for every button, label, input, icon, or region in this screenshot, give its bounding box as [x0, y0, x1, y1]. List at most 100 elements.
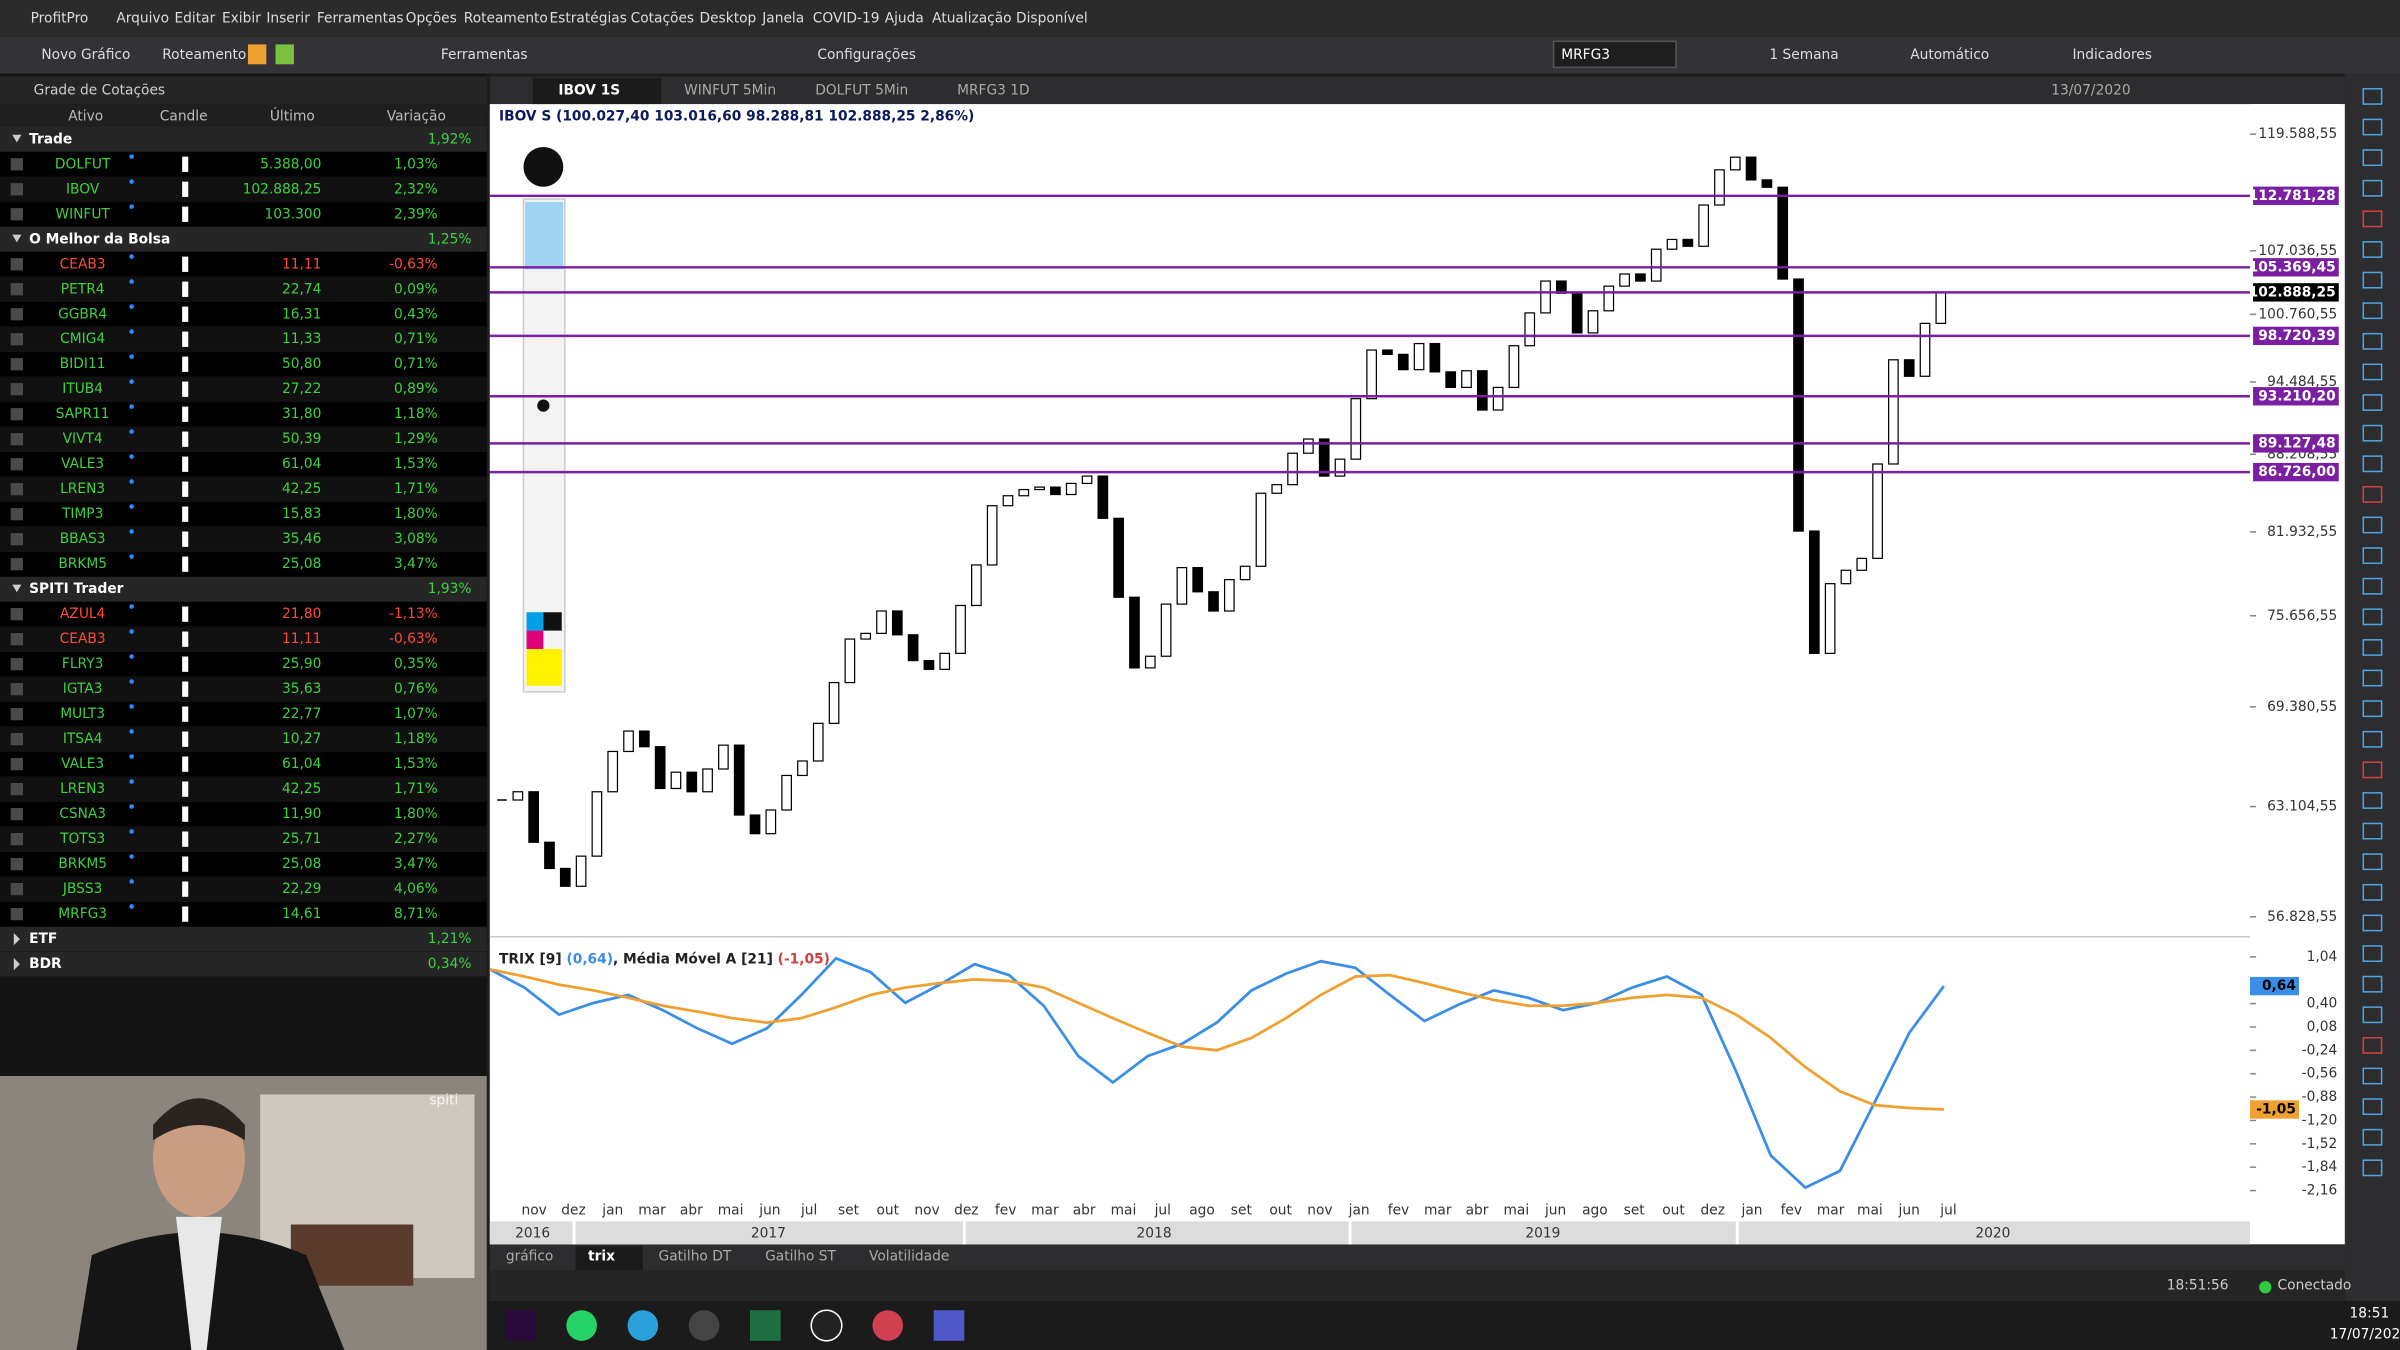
- quote-row[interactable]: [0, 152, 487, 177]
- group-toggle[interactable]: [12, 584, 22, 593]
- tool-icon[interactable]: [2362, 1006, 2383, 1024]
- tool-icon[interactable]: [2362, 118, 2383, 136]
- quote-row[interactable]: [0, 376, 487, 402]
- group-header[interactable]: [0, 227, 487, 252]
- quote-row[interactable]: [0, 701, 487, 727]
- tool-icon[interactable]: [2362, 945, 2383, 962]
- taskbar-icon[interactable]: [872, 1310, 904, 1341]
- quote-row[interactable]: [0, 826, 487, 852]
- quote-row[interactable]: [0, 751, 487, 777]
- group-header[interactable]: [0, 576, 487, 602]
- tool-icon[interactable]: [2362, 485, 2383, 503]
- symbol-input[interactable]: MRFG3: [1561, 47, 1610, 63]
- quote-row[interactable]: [0, 501, 487, 527]
- tool-icon[interactable]: [2362, 608, 2383, 626]
- bottom-tab[interactable]: gráfico: [506, 1249, 553, 1265]
- quote-row[interactable]: [0, 202, 487, 227]
- bottom-tab-active[interactable]: [575, 1245, 643, 1271]
- tool-icon[interactable]: [2362, 700, 2383, 718]
- group-toggle[interactable]: [13, 933, 20, 946]
- symbol-box[interactable]: [1552, 40, 1677, 69]
- palette-color[interactable]: [526, 630, 544, 649]
- menu-item[interactable]: Ferramentas: [317, 10, 404, 26]
- tool-icon[interactable]: [2362, 577, 2383, 595]
- bottom-tab[interactable]: Gatilho DT: [659, 1249, 732, 1265]
- tool-icon[interactable]: [2362, 792, 2383, 809]
- tool-icon[interactable]: [2362, 1067, 2383, 1085]
- quote-row[interactable]: [0, 601, 487, 627]
- menu-item[interactable]: Estratégias: [549, 10, 626, 26]
- tool-icon[interactable]: [2362, 455, 2383, 473]
- tool-icon[interactable]: [2362, 516, 2383, 534]
- quote-row[interactable]: [0, 327, 487, 352]
- tool-icon[interactable]: [2362, 883, 2383, 901]
- taskbar-icon[interactable]: [688, 1310, 720, 1341]
- quote-row[interactable]: [0, 801, 487, 827]
- chart-tab-active[interactable]: [532, 78, 662, 105]
- tool-icon[interactable]: [2362, 730, 2383, 748]
- menu-item[interactable]: Editar: [174, 10, 215, 26]
- quote-row[interactable]: [0, 551, 487, 577]
- quote-row[interactable]: [0, 302, 487, 327]
- quote-row[interactable]: [0, 776, 487, 802]
- toolbar-item[interactable]: Configurações: [817, 47, 916, 63]
- quote-row[interactable]: [0, 401, 487, 427]
- tool-icon[interactable]: [2362, 210, 2383, 228]
- chart-tab[interactable]: MRFG3 1D: [957, 82, 1030, 98]
- taskbar-icon[interactable]: [933, 1310, 965, 1341]
- tool-icon[interactable]: [2362, 332, 2383, 350]
- chart-tab[interactable]: DOLFUT 5Min: [815, 82, 908, 98]
- palette-color[interactable]: [543, 612, 562, 631]
- toolbar-item[interactable]: Ferramentas: [441, 47, 528, 63]
- toolbar-item[interactable]: Automático: [1910, 47, 1989, 63]
- tool-icon[interactable]: [2362, 179, 2383, 197]
- bottom-tab[interactable]: Gatilho ST: [765, 1249, 836, 1265]
- chart-tab[interactable]: WINFUT 5Min: [684, 82, 776, 98]
- quote-row[interactable]: [0, 676, 487, 702]
- toolbar-item[interactable]: Indicadores: [2072, 47, 2152, 63]
- tool-icon[interactable]: [2362, 149, 2383, 167]
- quote-row[interactable]: [0, 351, 487, 377]
- menu-item[interactable]: Cotações: [631, 10, 695, 26]
- quote-row[interactable]: [0, 651, 487, 677]
- tool-icon[interactable]: [2362, 975, 2383, 993]
- tool-icon[interactable]: [2362, 394, 2383, 411]
- menu-item[interactable]: Roteamento: [464, 10, 548, 26]
- menu-item[interactable]: Ajuda: [885, 10, 924, 26]
- taskbar-icon[interactable]: [750, 1310, 781, 1341]
- group-header[interactable]: [0, 127, 487, 152]
- menu-item[interactable]: Arquivo: [116, 10, 169, 26]
- tool-icon[interactable]: [2362, 761, 2383, 779]
- taskbar-icon[interactable]: [810, 1309, 843, 1342]
- menu-item[interactable]: Desktop: [699, 10, 756, 26]
- tool-icon[interactable]: [2362, 822, 2383, 840]
- group-header[interactable]: [0, 951, 487, 977]
- tool-icon[interactable]: [2362, 1128, 2383, 1146]
- tool-icon[interactable]: [2362, 241, 2383, 258]
- palette-color[interactable]: [526, 612, 544, 631]
- menu-item[interactable]: COVID-19: [813, 10, 880, 26]
- tool-icon[interactable]: [2362, 639, 2383, 656]
- palette-dot[interactable]: [537, 399, 550, 412]
- tool-icon[interactable]: [2362, 853, 2383, 871]
- tool-icon[interactable]: [2362, 669, 2383, 687]
- menu-item[interactable]: Exibir: [222, 10, 261, 26]
- menu-item[interactable]: Inserir: [266, 10, 310, 26]
- tool-icon[interactable]: [2362, 1159, 2383, 1177]
- tool-icon[interactable]: [2362, 424, 2383, 442]
- tool-icon[interactable]: [2362, 271, 2383, 289]
- quote-row[interactable]: [0, 426, 487, 452]
- group-header[interactable]: [0, 926, 487, 952]
- tool-icon[interactable]: [2362, 914, 2383, 932]
- bottom-tab[interactable]: Volatilidade: [869, 1249, 949, 1265]
- quote-row[interactable]: [0, 851, 487, 877]
- group-toggle[interactable]: [13, 957, 20, 971]
- chart-tab[interactable]: IBOV 1S: [558, 82, 620, 98]
- taskbar-icon[interactable]: [505, 1310, 536, 1341]
- palette-color[interactable]: [526, 648, 562, 686]
- quote-row[interactable]: [0, 726, 487, 752]
- tool-icon[interactable]: [2362, 1036, 2383, 1054]
- menu-item[interactable]: Opções: [406, 10, 457, 26]
- tool-icon[interactable]: [2362, 302, 2383, 320]
- group-toggle[interactable]: [12, 234, 22, 243]
